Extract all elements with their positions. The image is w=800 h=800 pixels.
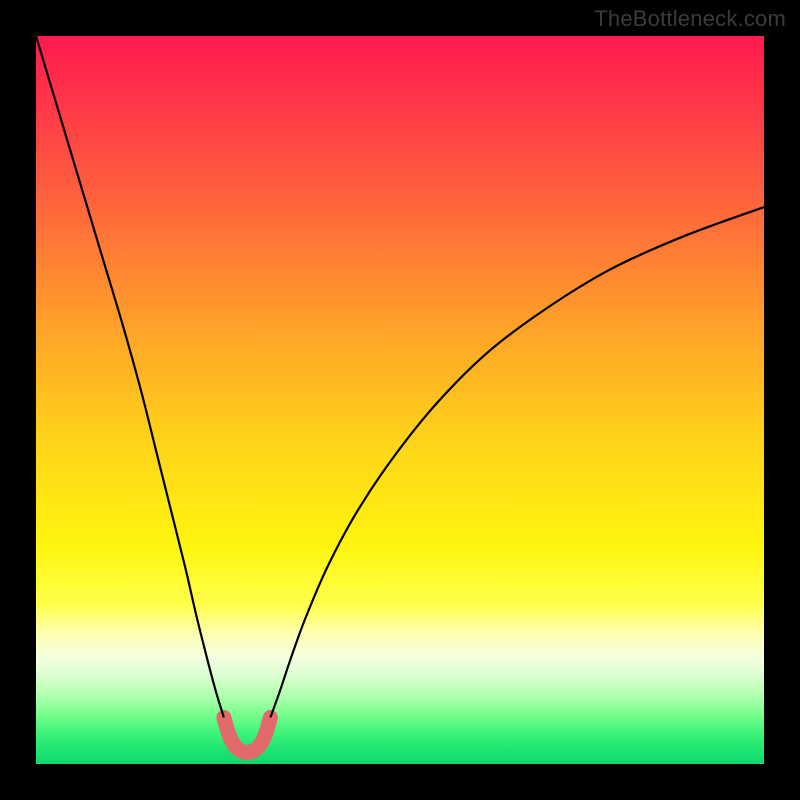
watermark-text: TheBottleneck.com (594, 6, 786, 32)
curve-layer (36, 36, 764, 764)
valley-highlight (224, 717, 271, 752)
left-curve (36, 36, 224, 717)
plot-area (36, 36, 764, 764)
right-curve (270, 207, 764, 717)
